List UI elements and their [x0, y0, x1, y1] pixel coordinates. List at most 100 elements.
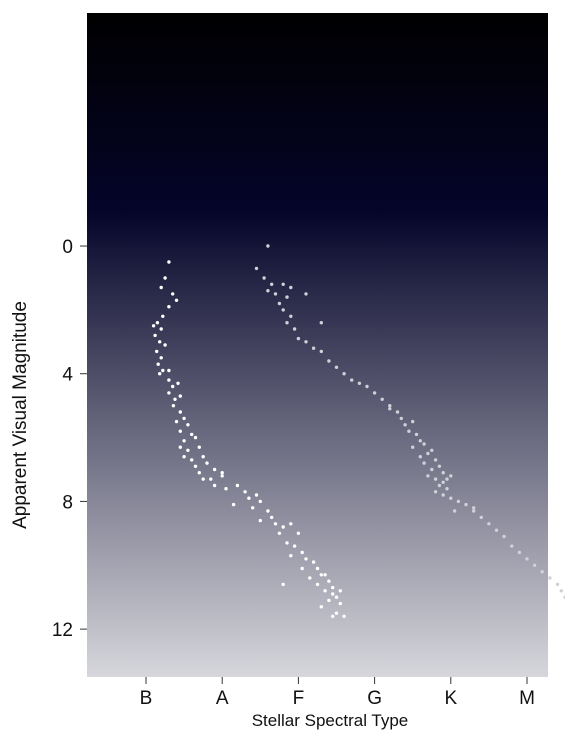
x-tick-label: K — [444, 688, 457, 709]
star-point — [380, 397, 384, 401]
star-point — [372, 391, 377, 395]
star-point — [159, 356, 163, 360]
star-point — [292, 544, 297, 548]
star-point — [319, 605, 323, 609]
y-tick-label: 12 — [52, 620, 73, 641]
star-point — [254, 266, 259, 271]
star-point — [532, 563, 537, 567]
star-point — [418, 455, 422, 459]
star-point — [266, 244, 270, 248]
star-point — [182, 416, 186, 421]
star-point — [220, 474, 224, 478]
star-point — [281, 282, 285, 286]
star-point — [315, 582, 320, 587]
star-point — [414, 432, 419, 437]
star-point — [190, 432, 194, 437]
star-point — [304, 557, 308, 561]
star-point — [338, 589, 342, 593]
star-point — [510, 544, 514, 548]
star-point — [331, 614, 335, 618]
x-tick-label: F — [293, 688, 305, 709]
star-point — [156, 362, 160, 366]
star-point — [334, 365, 339, 369]
star-point — [201, 477, 205, 481]
star-point — [277, 301, 282, 306]
star-point — [193, 464, 198, 468]
x-axis-title: Stellar Spectral Type — [252, 711, 409, 730]
star-point — [167, 260, 171, 264]
star-point — [430, 467, 434, 472]
star-point — [331, 592, 335, 596]
star-point — [441, 471, 445, 475]
x-tick-label: G — [367, 688, 382, 709]
star-point — [273, 522, 278, 526]
star-point — [247, 496, 251, 500]
star-point — [155, 349, 159, 354]
star-point — [197, 471, 201, 475]
star-point — [331, 585, 335, 590]
star-point — [437, 464, 442, 468]
star-point — [212, 467, 217, 472]
star-point — [418, 439, 422, 443]
star-point — [173, 397, 177, 401]
star-point — [388, 407, 392, 411]
star-point — [449, 474, 453, 478]
star-point — [555, 582, 560, 587]
star-point — [300, 566, 304, 571]
star-point — [209, 477, 213, 481]
star-point — [158, 340, 162, 344]
star-point — [266, 509, 270, 513]
star-point — [304, 292, 308, 296]
series-2-points — [254, 244, 565, 599]
star-point — [315, 566, 320, 571]
x-tick-label: M — [519, 688, 535, 709]
star-point — [285, 321, 289, 325]
star-point — [212, 483, 217, 488]
star-point — [426, 451, 430, 456]
star-point — [411, 419, 415, 424]
star-point — [327, 598, 331, 603]
y-tick-label: 4 — [62, 365, 73, 386]
star-point — [411, 445, 415, 449]
star-point — [308, 576, 312, 580]
star-point — [167, 368, 171, 373]
star-point — [472, 509, 476, 513]
star-point — [163, 276, 167, 280]
star-point — [289, 285, 293, 290]
star-point — [158, 372, 162, 376]
star-point — [262, 276, 266, 280]
star-point — [445, 487, 449, 491]
star-point — [494, 528, 499, 532]
star-point — [273, 292, 278, 296]
star-point — [449, 496, 453, 500]
star-point — [559, 589, 563, 593]
star-point — [311, 346, 316, 350]
star-point — [174, 298, 179, 302]
star-point — [403, 423, 407, 427]
star-point — [422, 461, 426, 465]
star-point — [178, 410, 182, 414]
star-point — [197, 445, 201, 449]
star-point — [441, 493, 445, 497]
star-point — [441, 480, 445, 484]
star-point — [407, 429, 411, 433]
star-point — [430, 448, 434, 452]
star-point — [327, 579, 331, 583]
series-1-points — [151, 260, 346, 618]
star-point — [289, 554, 293, 558]
star-point — [193, 435, 198, 440]
star-point — [342, 372, 346, 376]
y-axis-title: Apparent Visual Magnitude — [10, 301, 31, 529]
star-point — [289, 314, 293, 318]
star-point — [178, 429, 182, 433]
star-point — [201, 455, 205, 459]
star-point — [319, 573, 323, 577]
star-point — [182, 455, 186, 459]
star-point — [311, 560, 316, 564]
star-point — [251, 506, 255, 510]
y-tick-label: 8 — [62, 492, 73, 513]
star-point — [289, 522, 293, 526]
star-point — [270, 282, 274, 286]
